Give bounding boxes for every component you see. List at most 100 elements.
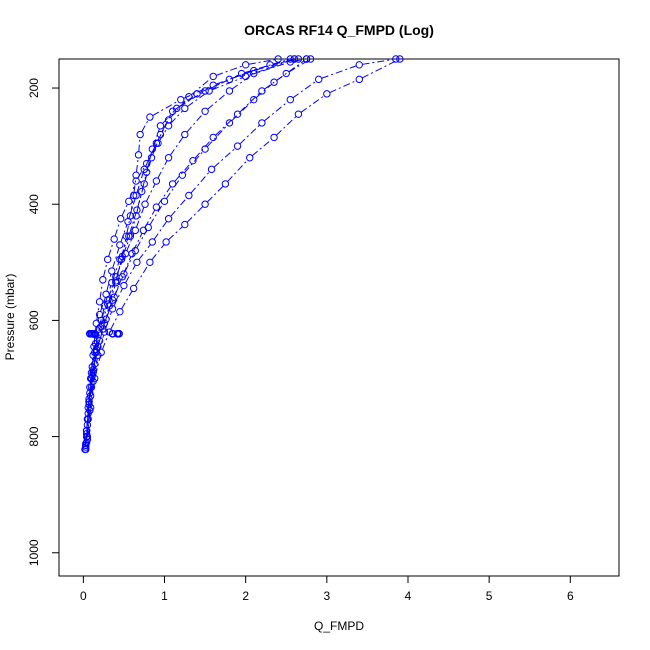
data-point [286, 95, 295, 104]
series-segment [145, 183, 156, 202]
data-point [233, 142, 242, 150]
series-segment [147, 145, 157, 162]
data-point [147, 154, 156, 162]
series-segment [121, 290, 133, 310]
data-point [282, 69, 290, 78]
data-point [315, 75, 323, 84]
series-segment [86, 401, 90, 428]
x-tick-label: 4 [405, 589, 412, 603]
series-segment [293, 59, 304, 62]
data-point [131, 246, 139, 255]
series-segment [112, 247, 120, 269]
series-segment [174, 162, 192, 182]
series-segment [135, 207, 145, 228]
data-point [120, 270, 128, 278]
x-axis: 0 1 2 3 4 5 6 [80, 576, 574, 603]
series-4 [82, 55, 311, 447]
series-segment [216, 65, 243, 76]
data-point [355, 61, 363, 69]
y-tick-label: 800 [27, 426, 41, 446]
data-point [286, 58, 295, 66]
series-segment [120, 224, 128, 243]
series-segment [126, 218, 131, 234]
data-point [270, 78, 278, 86]
series-segment [165, 177, 181, 199]
y-axis-label: Pressure (mbar) [3, 274, 17, 361]
series-segment [162, 110, 175, 124]
series-segment [161, 113, 172, 132]
data-point [209, 81, 217, 89]
data-point [120, 281, 128, 290]
series-segment [96, 332, 103, 350]
x-tick-label: 2 [242, 589, 249, 603]
data-point [129, 284, 138, 293]
series-segment [112, 262, 120, 280]
series-segment [96, 304, 100, 321]
data-point [103, 300, 112, 308]
series-segment [183, 85, 211, 99]
data-point [116, 241, 124, 249]
series-segment [292, 80, 317, 99]
data-point [164, 215, 173, 223]
series-segment [211, 77, 243, 91]
series-segment [136, 194, 142, 213]
data-point [122, 232, 131, 240]
data-point [134, 151, 143, 159]
series-segment [276, 60, 305, 81]
data-point [250, 69, 258, 78]
data-point [205, 87, 213, 95]
data-point [201, 200, 209, 208]
series-segment [255, 83, 272, 98]
data-point [181, 104, 189, 113]
series-segment [109, 285, 116, 303]
data-point [90, 342, 98, 351]
y-tick-label: 1000 [27, 539, 41, 566]
series-10 [82, 55, 311, 435]
data-point [132, 212, 140, 220]
data-point [126, 212, 135, 220]
data-point [241, 72, 250, 81]
series-segment [136, 172, 144, 193]
data-point [258, 119, 266, 127]
data-point [82, 439, 90, 448]
data-point [132, 177, 140, 185]
data-point [115, 329, 123, 338]
data-point [92, 319, 101, 328]
data-point [294, 55, 303, 63]
data-point [112, 278, 120, 287]
data-point [142, 168, 151, 176]
data-point [396, 55, 404, 63]
data-point [306, 55, 315, 63]
series-segment [170, 197, 188, 217]
data-point [209, 72, 217, 81]
data-point [105, 302, 114, 310]
data-point [294, 110, 303, 118]
data-point [178, 171, 187, 179]
data-point [126, 232, 135, 240]
series-segment [137, 166, 146, 179]
series-segment [169, 136, 184, 156]
data-point [323, 90, 331, 98]
series-segment [121, 204, 128, 217]
series-segment [207, 92, 228, 110]
data-point [154, 139, 162, 147]
series-segment [231, 101, 252, 122]
data-point [209, 133, 217, 142]
data-point [95, 298, 104, 306]
series-segment [362, 59, 393, 65]
series-segment [108, 279, 116, 298]
series-segment [159, 128, 168, 141]
data-point [138, 187, 146, 196]
data-point [286, 55, 295, 63]
series-segment [101, 334, 109, 350]
x-tick-label: 5 [486, 589, 493, 603]
data-point [140, 180, 148, 188]
data-point [144, 223, 152, 232]
series-segment [100, 297, 106, 312]
data-point [142, 159, 151, 168]
series-segment [116, 262, 122, 280]
series-segment [184, 151, 204, 174]
data-point [83, 435, 92, 444]
series-segment [98, 326, 105, 344]
